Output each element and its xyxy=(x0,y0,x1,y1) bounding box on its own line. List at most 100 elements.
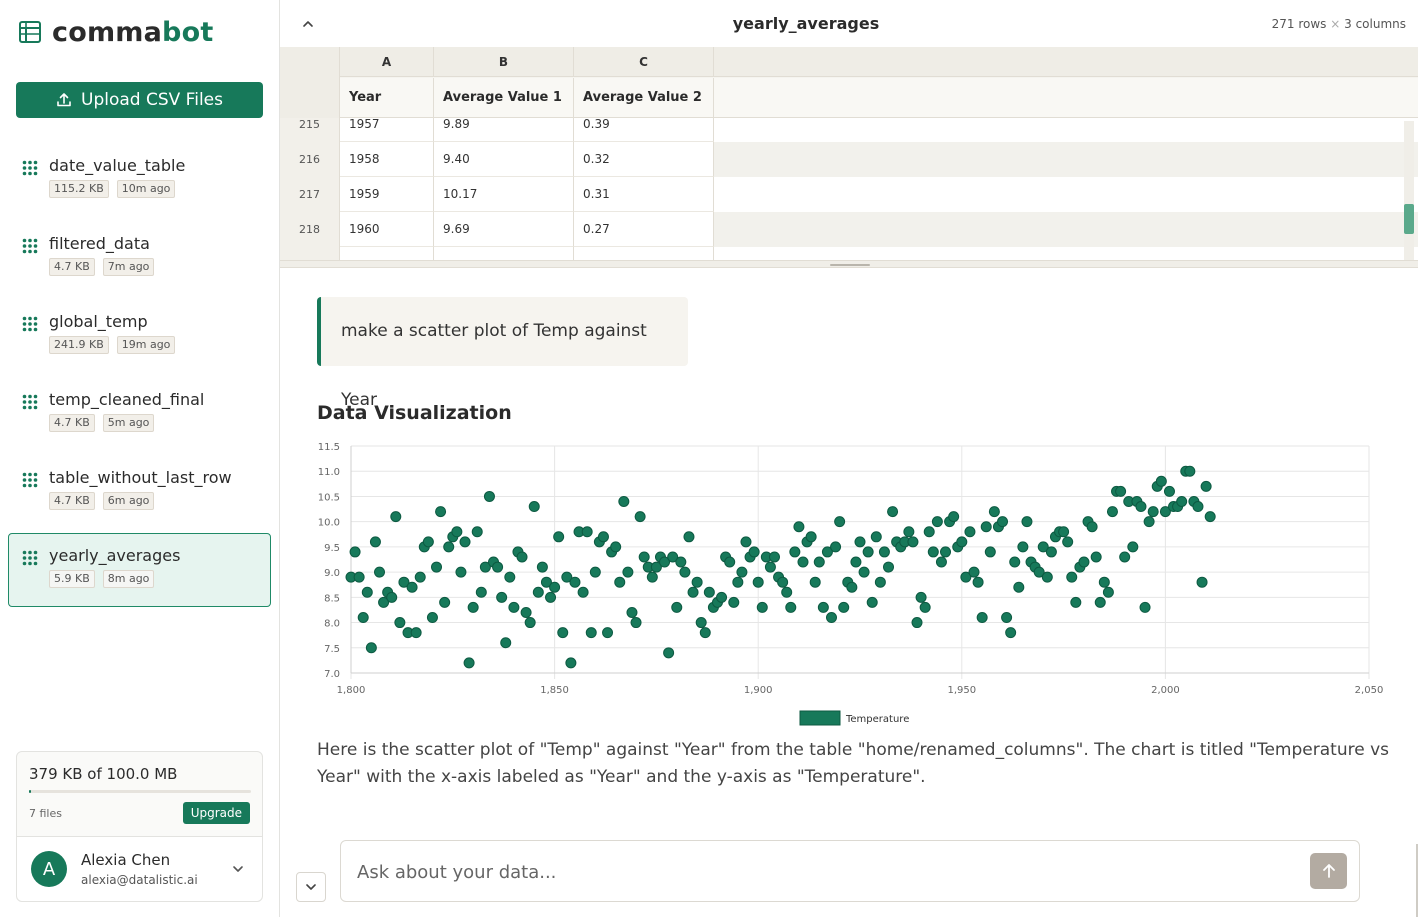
column-field-header[interactable]: Average Value 2 xyxy=(574,78,714,118)
column-field-header[interactable]: Year xyxy=(340,78,434,118)
row-number: 216 xyxy=(280,142,340,177)
table-cell[interactable]: 10.17 xyxy=(434,177,574,212)
data-point xyxy=(386,591,398,603)
column-letter-header[interactable]: B xyxy=(434,47,574,77)
y-tick-label: 10.0 xyxy=(318,518,340,529)
grid-scrollbar-track[interactable] xyxy=(1404,121,1414,260)
data-point xyxy=(821,546,833,558)
page-scrollbar[interactable] xyxy=(1416,844,1418,917)
data-point xyxy=(695,617,707,629)
data-point xyxy=(524,617,536,629)
file-size-badge: 115.2 KB xyxy=(49,180,109,198)
table-cell[interactable]: 9.40 xyxy=(434,142,574,177)
column-count: 3 columns xyxy=(1344,17,1406,31)
table-cell[interactable] xyxy=(574,247,714,260)
file-item[interactable]: date_value_table 115.2 KB 10m ago xyxy=(8,143,271,213)
row-number: 218 xyxy=(280,212,340,247)
data-point xyxy=(862,546,874,558)
chevron-down-icon xyxy=(306,884,316,890)
chat-input-box[interactable] xyxy=(340,840,1360,902)
file-item[interactable]: filtered_data 4.7 KB 7m ago xyxy=(8,221,271,291)
x-tick-label: 1,950 xyxy=(947,685,976,696)
table-cell[interactable]: 0.27 xyxy=(574,212,714,247)
data-point xyxy=(1176,495,1188,507)
grid-scrollbar-thumb[interactable] xyxy=(1404,204,1414,234)
user-menu[interactable]: A Alexia Chen alexia@datalistic.ai xyxy=(17,837,262,901)
data-point xyxy=(569,576,581,588)
data-point xyxy=(663,647,675,659)
y-tick-label: 9.0 xyxy=(324,568,340,579)
table-row[interactable]: 216 1958 9.40 0.32 xyxy=(280,142,1418,177)
row-filler xyxy=(714,177,1418,212)
data-point xyxy=(854,536,866,548)
file-item[interactable]: yearly_averages 5.9 KB 8m ago xyxy=(8,533,271,607)
send-button[interactable] xyxy=(1310,853,1347,889)
data-point xyxy=(581,526,593,538)
data-point xyxy=(923,526,935,538)
resize-handle[interactable] xyxy=(830,264,870,266)
upgrade-button[interactable]: Upgrade xyxy=(182,802,250,824)
column-letter-header[interactable]: A xyxy=(340,47,434,77)
logo[interactable]: commabot xyxy=(18,16,213,48)
file-item[interactable]: temp_cleaned_final 4.7 KB 5m ago xyxy=(8,377,271,447)
data-point xyxy=(927,546,939,558)
scroll-down-button[interactable] xyxy=(296,872,326,902)
table-cell[interactable]: 9.69 xyxy=(434,212,574,247)
upload-csv-button[interactable]: Upload CSV Files xyxy=(16,82,263,118)
main-panel: yearly_averages 271 rows × 3 columns 218… xyxy=(280,0,1418,917)
data-point xyxy=(431,561,443,573)
file-item[interactable]: global_temp 241.9 KB 19m ago xyxy=(8,299,271,369)
table-cell[interactable]: 1960 xyxy=(340,212,434,247)
data-point xyxy=(1163,485,1175,497)
table-cell[interactable]: 0.31 xyxy=(574,177,714,212)
data-point xyxy=(732,576,744,588)
file-age-badge: 6m ago xyxy=(102,492,155,510)
data-point xyxy=(577,586,589,598)
data-point xyxy=(602,627,614,639)
data-point xyxy=(378,596,390,608)
data-point xyxy=(679,566,691,578)
row-filler xyxy=(714,247,1418,260)
file-item[interactable]: table_without_last_row 4.7 KB 6m ago xyxy=(8,455,271,525)
data-point xyxy=(1143,516,1155,528)
table-cell[interactable]: 1959 xyxy=(340,177,434,212)
data-point xyxy=(960,571,972,583)
data-point xyxy=(414,571,426,583)
table-cell[interactable]: 0.32 xyxy=(574,142,714,177)
data-point xyxy=(724,556,736,568)
column-letter-header[interactable]: C xyxy=(574,47,714,77)
file-age-badge: 7m ago xyxy=(102,258,155,276)
data-point xyxy=(390,511,402,523)
data-point xyxy=(451,526,463,538)
column-field-header[interactable]: Average Value 1 xyxy=(434,78,574,118)
data-point xyxy=(1001,612,1013,624)
data-point xyxy=(940,546,952,558)
table-row[interactable]: 217 1959 10.17 0.31 xyxy=(280,177,1418,212)
data-point xyxy=(369,536,381,548)
upload-csv-label: Upload CSV Files xyxy=(81,90,223,110)
y-tick-label: 9.5 xyxy=(324,543,340,554)
x-tick-label: 1,800 xyxy=(337,685,366,696)
table-row[interactable] xyxy=(280,247,1418,260)
data-point xyxy=(736,566,748,578)
data-point xyxy=(972,576,984,588)
data-point xyxy=(553,531,565,543)
data-grid[interactable]: 218 1960 9.69 0.27 217 1959 10.17 0.31 216 1958 9.… xyxy=(280,47,1418,260)
table-cell[interactable] xyxy=(340,247,434,260)
data-point xyxy=(789,546,801,558)
data-point xyxy=(1184,465,1196,477)
data-point xyxy=(426,612,438,624)
chevron-down-icon[interactable] xyxy=(232,863,244,875)
chat-input[interactable] xyxy=(357,859,1277,885)
grid-resize-bar[interactable] xyxy=(280,260,1418,268)
table-cell[interactable] xyxy=(434,247,574,260)
data-point xyxy=(1070,596,1082,608)
table-row[interactable]: 218 1960 9.69 0.27 xyxy=(280,212,1418,247)
table-header-bar: yearly_averages 271 rows × 3 columns xyxy=(280,0,1418,47)
grid-dots-icon xyxy=(22,550,38,566)
data-point xyxy=(622,566,634,578)
y-tick-label: 8.5 xyxy=(324,593,340,604)
chevron-up-icon[interactable] xyxy=(300,16,316,32)
data-point xyxy=(353,571,365,583)
table-cell[interactable]: 1958 xyxy=(340,142,434,177)
